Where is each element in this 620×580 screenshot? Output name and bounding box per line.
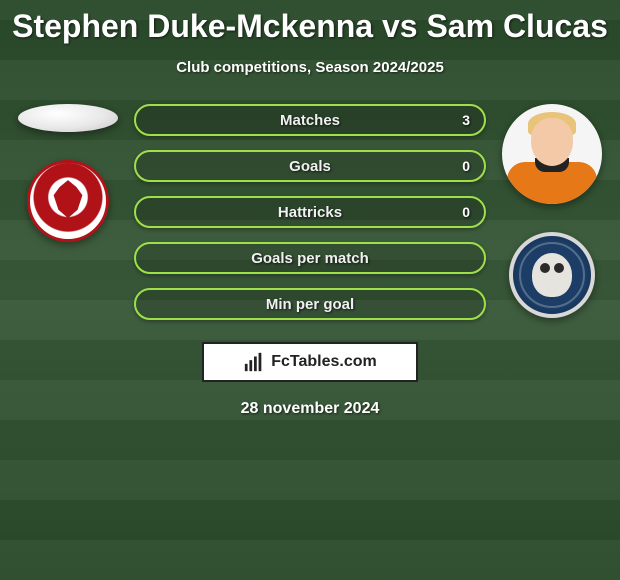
stat-bar-matches: Matches 3 [134, 104, 486, 136]
stat-bar-hattricks: Hattricks 0 [134, 196, 486, 228]
player2-club-crest [509, 232, 595, 318]
left-column [8, 104, 128, 242]
stat-label: Goals [136, 158, 484, 175]
date-text: 28 november 2024 [0, 400, 620, 418]
stat-right-value: 0 [462, 158, 470, 174]
stat-bar-goals: Goals 0 [134, 150, 486, 182]
player2-avatar [502, 104, 602, 204]
right-column [492, 104, 612, 318]
subtitle: Club competitions, Season 2024/2025 [0, 59, 620, 76]
stat-bars: Matches 3 Goals 0 Hattricks 0 Goals per … [128, 104, 492, 320]
stat-label: Min per goal [136, 296, 484, 313]
comparison-row: Matches 3 Goals 0 Hattricks 0 Goals per … [0, 104, 620, 320]
stat-right-value: 0 [462, 204, 470, 220]
stat-label: Hattricks [136, 204, 484, 221]
page-title: Stephen Duke-Mckenna vs Sam Clucas [0, 0, 620, 45]
stat-bar-goals-per-match: Goals per match [134, 242, 486, 274]
attribution-box: FcTables.com [202, 342, 418, 382]
attribution-text: FcTables.com [271, 353, 377, 371]
stat-label: Matches [136, 112, 484, 129]
stat-bar-min-per-goal: Min per goal [134, 288, 486, 320]
stat-label: Goals per match [136, 250, 484, 267]
player1-avatar [18, 104, 118, 132]
bar-chart-icon [243, 351, 265, 373]
player1-club-crest [27, 160, 109, 242]
stat-right-value: 3 [462, 112, 470, 128]
